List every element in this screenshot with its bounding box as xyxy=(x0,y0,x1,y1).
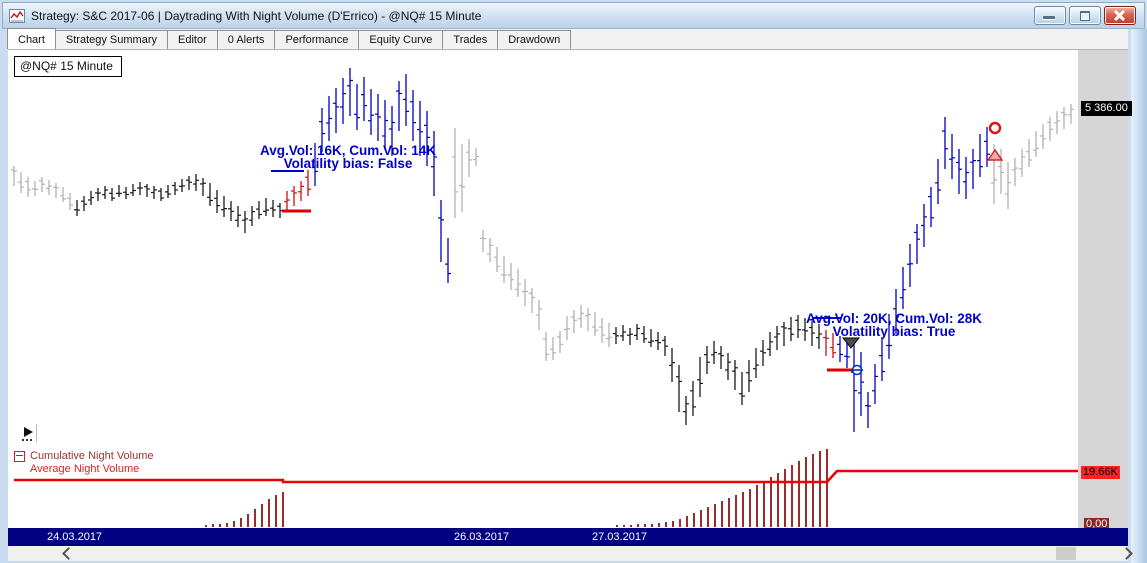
annotation-volatility-true: Avg.Vol: 20K, Cum.Vol: 28K Volatility bi… xyxy=(805,311,983,339)
indicator-legend: Cumulative Night Volume Average Night Vo… xyxy=(14,450,154,475)
chart-area[interactable] xyxy=(8,50,1078,528)
legend-cumulative-night-volume: Cumulative Night Volume xyxy=(30,450,154,462)
legend-average-night-volume: Average Night Volume xyxy=(30,463,140,475)
window-right-border xyxy=(1131,29,1147,563)
app-icon xyxy=(9,8,25,23)
tab-bar: Chart Strategy Summary Editor 0 Alerts Perfo… xyxy=(7,28,1128,50)
scroll-left-icon[interactable] xyxy=(62,548,73,559)
price-axis-strip xyxy=(1078,50,1128,528)
title-bar[interactable]: Strategy: S&C 2017-06 | Daytrading With … xyxy=(2,2,1145,29)
date-tick-label: 24.03.2017 xyxy=(47,531,103,543)
tab-0-alerts[interactable]: 0 Alerts xyxy=(216,30,276,49)
annotation-line2: Volatility bias: False xyxy=(283,156,413,171)
window-title: Strategy: S&C 2017-06 | Daytrading With … xyxy=(31,8,482,23)
date-tick-label: 27.03.2017 xyxy=(592,531,648,543)
horizontal-scrollbar[interactable] xyxy=(8,546,1128,561)
tab-performance[interactable]: Performance xyxy=(274,30,360,49)
scrollbar-thumb[interactable] xyxy=(1056,547,1076,560)
symbol-label[interactable]: @NQ# 15 Minute xyxy=(14,56,122,77)
annotation-line2: Volatility bias: True xyxy=(832,324,956,339)
tab-trades[interactable]: Trades xyxy=(442,30,499,49)
collapse-minus-icon[interactable] xyxy=(14,450,25,462)
minimize-button[interactable] xyxy=(1034,6,1066,25)
tab-equity-curve[interactable]: Equity Curve xyxy=(358,30,444,49)
date-tick-label: 26.03.2017 xyxy=(454,531,510,543)
close-button[interactable] xyxy=(1104,6,1136,25)
avg-night-volume-value: 19.66K xyxy=(1081,466,1120,479)
restore-icon xyxy=(1080,11,1090,21)
date-axis: 24.03.2017 26.03.2017 27.03.2017 xyxy=(8,528,1128,546)
tab-strategy-summary[interactable]: Strategy Summary xyxy=(54,30,168,49)
last-price-label: 5 386.00 xyxy=(1081,101,1132,116)
tab-drawdown[interactable]: Drawdown xyxy=(497,30,572,49)
annotation-volatility-false: Avg.Vol: 16K, Cum.Vol: 14K Volatility bi… xyxy=(260,144,436,171)
tab-chart[interactable]: Chart xyxy=(7,28,56,49)
minimize-icon xyxy=(1043,16,1055,19)
play-triangle-icon xyxy=(24,427,33,437)
annotation-line1: Avg.Vol: 20K, Cum.Vol: 28K xyxy=(805,311,983,326)
scroll-right-icon[interactable] xyxy=(1120,548,1131,559)
chart-pointer-icon[interactable] xyxy=(22,424,40,445)
tab-editor[interactable]: Editor xyxy=(167,30,218,49)
restore-button[interactable] xyxy=(1069,6,1101,25)
zero-axis-value: 0,00 xyxy=(1084,518,1110,531)
